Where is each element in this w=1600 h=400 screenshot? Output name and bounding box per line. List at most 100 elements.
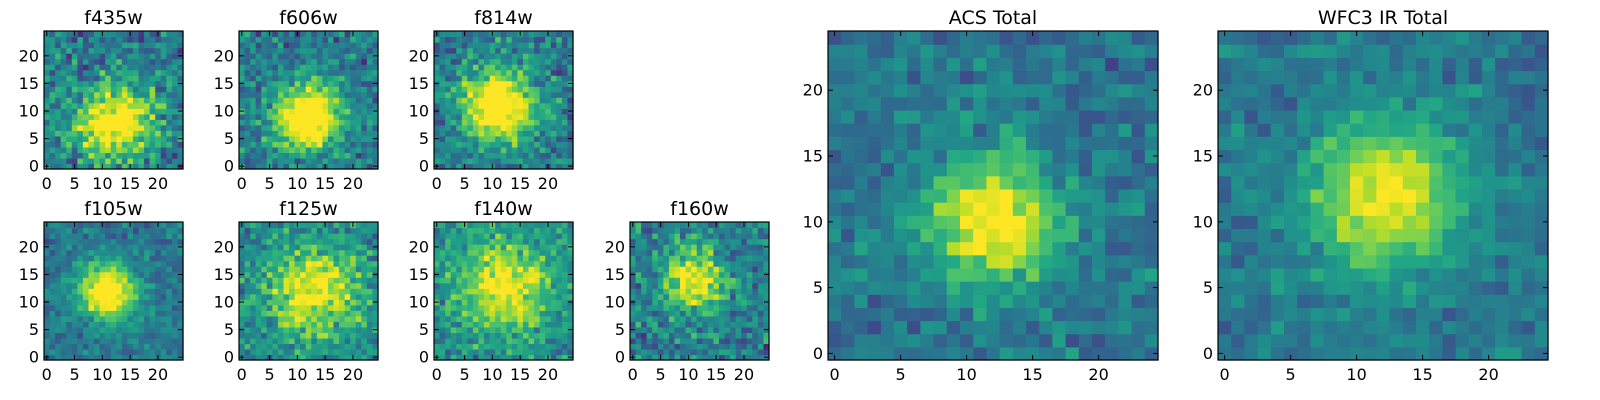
heatmap-pixel: [372, 288, 379, 295]
heatmap-pixel: [261, 157, 268, 165]
heatmap-pixel: [539, 332, 546, 339]
heatmap-pixel: [366, 119, 374, 126]
heatmap-pixel: [372, 102, 379, 109]
heatmap-pixel: [339, 310, 346, 317]
heatmap-pixel: [132, 249, 140, 256]
heatmap-pixel: [746, 337, 753, 345]
heatmap-pixel: [561, 80, 569, 87]
heatmap-pixel: [854, 241, 869, 256]
heatmap-pixel: [82, 337, 90, 345]
heatmap-pixel: [685, 244, 692, 251]
heatmap-pixel: [244, 288, 251, 295]
heatmap-pixel: [289, 58, 296, 65]
heatmap-pixel: [680, 326, 687, 333]
heatmap-pixel: [1118, 162, 1133, 177]
heatmap-pixel: [82, 354, 90, 361]
heatmap-pixel: [277, 222, 285, 229]
heatmap-pixel: [439, 282, 446, 289]
heatmap-pixel: [316, 244, 323, 251]
heatmap-pixel: [333, 326, 340, 333]
y-tick-label: 15: [19, 74, 39, 93]
heatmap-pixel: [160, 75, 167, 82]
heatmap-pixel: [110, 244, 117, 251]
heatmap-pixel: [511, 354, 518, 361]
heatmap-pixel: [450, 69, 457, 76]
heatmap-pixel: [261, 47, 268, 54]
heatmap-pixel: [283, 277, 290, 284]
heatmap-pixel: [366, 64, 374, 71]
heatmap-pixel: [495, 42, 502, 49]
heatmap-pixel: [746, 271, 753, 278]
heatmap-pixel: [894, 346, 908, 361]
heatmap-pixel: [277, 91, 285, 98]
heatmap-pixel: [828, 188, 842, 203]
heatmap-pixel: [674, 266, 681, 273]
heatmap-pixel: [155, 141, 162, 148]
heatmap-pixel: [439, 233, 446, 240]
heatmap-pixel: [94, 244, 101, 251]
heatmap-pixel: [305, 304, 312, 311]
heatmap-pixel: [1052, 320, 1067, 335]
heatmap-pixel: [1039, 215, 1053, 229]
heatmap-pixel: [261, 152, 268, 159]
heatmap-pixel: [94, 80, 101, 87]
heatmap-pixel: [289, 130, 296, 137]
heatmap-pixel: [550, 266, 557, 273]
heatmap-pixel: [702, 321, 709, 328]
heatmap-pixel: [355, 222, 362, 229]
heatmap-pixel: [445, 146, 452, 154]
heatmap-pixel: [361, 266, 368, 273]
heatmap-pixel: [49, 277, 56, 284]
heatmap-pixel: [82, 288, 90, 295]
heatmap-pixel: [116, 266, 123, 273]
heatmap-pixel: [489, 91, 496, 98]
heatmap-pixel: [160, 315, 167, 322]
heatmap-pixel: [567, 293, 574, 300]
heatmap-pixel: [155, 80, 162, 87]
heatmap-pixel: [545, 130, 552, 137]
heatmap-pixel: [484, 47, 491, 54]
heatmap-pixel: [121, 326, 128, 333]
heatmap-pixel: [372, 348, 379, 356]
heatmap-pixel: [255, 304, 262, 311]
heatmap-pixel: [294, 146, 301, 154]
heatmap-pixel: [110, 227, 117, 234]
heatmap-pixel: [450, 124, 457, 131]
heatmap-pixel: [556, 47, 563, 54]
heatmap-pixel: [434, 42, 441, 49]
heatmap-pixel: [71, 141, 78, 148]
heatmap-pixel: [305, 238, 312, 245]
heatmap-pixel: [445, 343, 452, 350]
heatmap-pixel: [450, 163, 457, 170]
heatmap-pixel: [635, 288, 642, 295]
heatmap-pixel: [132, 113, 140, 120]
heatmap-pixel: [327, 36, 335, 43]
heatmap-pixel: [528, 146, 535, 154]
heatmap-pixel: [556, 321, 563, 328]
heatmap-pixel: [685, 315, 692, 322]
heatmap-pixel: [121, 113, 128, 120]
heatmap-pixel: [311, 119, 318, 126]
heatmap-pixel: [49, 157, 56, 165]
heatmap-pixel: [534, 36, 541, 43]
heatmap-pixel: [322, 130, 329, 137]
heatmap-pixel: [450, 102, 457, 109]
heatmap-pixel: [1105, 215, 1119, 229]
y-tick-label: 15: [605, 265, 625, 284]
heatmap-pixel: [55, 337, 62, 345]
heatmap-pixel: [735, 244, 742, 251]
heatmap-pixel: [77, 348, 84, 356]
heatmap-pixel: [155, 260, 162, 267]
heatmap-pixel: [88, 146, 95, 154]
heatmap-pixel: [517, 315, 524, 322]
axes-frame: [43, 221, 184, 361]
heatmap-pixel: [707, 288, 714, 295]
heatmap-pixel: [127, 69, 134, 76]
heatmap-pixel: [132, 152, 140, 159]
heatmap-pixel: [116, 141, 123, 148]
heatmap-pixel: [239, 304, 246, 311]
heatmap-pixel: [545, 348, 552, 356]
heatmap-pixel: [495, 238, 502, 245]
heatmap-pixel: [155, 75, 162, 82]
heatmap-pixel: [355, 80, 362, 87]
